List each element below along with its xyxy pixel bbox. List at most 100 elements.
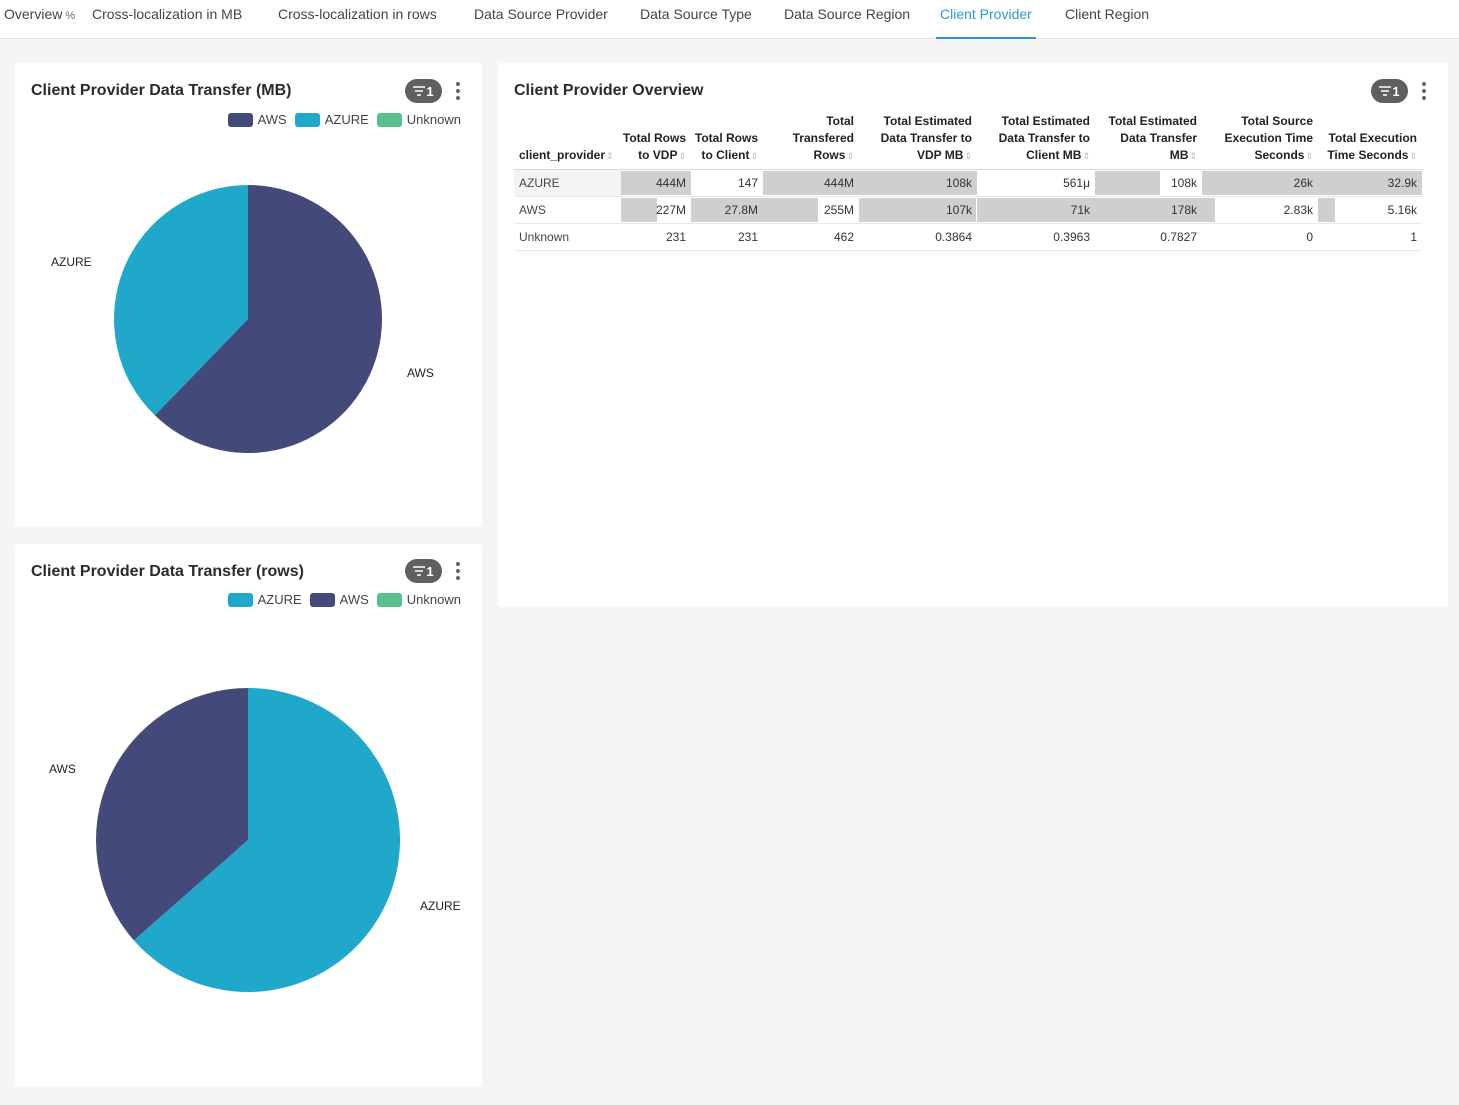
pie-chart-rows bbox=[95, 688, 400, 992]
column-header[interactable]: Total Rows to Client⇕ bbox=[691, 110, 763, 170]
pie-slice-aws[interactable] bbox=[154, 185, 382, 454]
tab-client-region[interactable]: Client Region bbox=[1065, 0, 1149, 39]
table-cell-value: 107k bbox=[945, 202, 972, 217]
tab-label: Client Provider bbox=[940, 6, 1032, 22]
column-header-label: Total Execution Time Seconds bbox=[1327, 130, 1417, 162]
table-cell: 178k bbox=[1095, 196, 1202, 224]
table-cell-value: 0.3963 bbox=[1053, 229, 1090, 244]
table-cell: 0.3963 bbox=[977, 223, 1095, 251]
pie-slice-azure[interactable] bbox=[133, 688, 400, 992]
legend-label: Unknown bbox=[406, 592, 461, 607]
legend-item[interactable]: AZURE bbox=[294, 112, 369, 127]
cell-bar bbox=[1095, 170, 1161, 195]
more-options-icon[interactable] bbox=[1419, 81, 1429, 101]
column-header[interactable]: Total Rows to VDP⇕ bbox=[621, 110, 691, 170]
sort-icon: ⇕ bbox=[750, 150, 758, 161]
table-cell-value: 108k bbox=[945, 175, 972, 190]
column-header[interactable]: client_provider⇕ bbox=[514, 110, 621, 170]
legend-item[interactable]: AZURE bbox=[227, 592, 302, 607]
more-options-icon[interactable] bbox=[453, 561, 463, 581]
table-cell: 0.3864 bbox=[859, 223, 977, 251]
more-options-icon[interactable] bbox=[453, 81, 463, 101]
table-cell: 108k bbox=[1095, 169, 1202, 197]
column-header[interactable]: Total Execution Time Seconds⇕ bbox=[1318, 110, 1422, 170]
filter-badge[interactable]: 1 bbox=[1371, 79, 1408, 103]
filter-badge[interactable]: 1 bbox=[405, 559, 442, 583]
table-cell: 32.9k bbox=[1318, 169, 1422, 197]
slice-label-aws: AWS bbox=[49, 762, 76, 776]
table-cell-value: 2.83k bbox=[1283, 202, 1313, 217]
column-header[interactable]: Total Transfered Rows⇕ bbox=[763, 110, 859, 170]
overview-table: client_provider⇕ Total Rows to VDP⇕ Tota… bbox=[514, 110, 1422, 251]
column-header-label: Total Estimated Data Transfer MB bbox=[1108, 113, 1197, 162]
table-cell: 0 bbox=[1202, 223, 1318, 251]
link-icon: % bbox=[65, 10, 76, 22]
tab-data-source-region[interactable]: Data Source Region bbox=[784, 0, 910, 39]
slice-label-azure: AZURE bbox=[420, 899, 461, 913]
tab-client-provider[interactable]: Client Provider bbox=[936, 0, 1036, 39]
table-row[interactable]: AWS 227M 27.8M 255M 107k 71k 178k 2.83k 5.16k bbox=[514, 196, 1422, 224]
tab-cross-localization-mb[interactable]: Cross-localization in MB bbox=[92, 0, 242, 39]
column-header[interactable]: Total Estimated Data Transfer to VDP MB⇕ bbox=[859, 110, 977, 170]
cell-bar bbox=[1318, 170, 1422, 195]
legend-item[interactable]: Unknown bbox=[376, 112, 461, 127]
card-title: Client Provider Data Transfer (rows) bbox=[31, 563, 304, 580]
pie-slice-aws[interactable] bbox=[95, 688, 249, 941]
table-cell-value: 561μ bbox=[1063, 175, 1090, 190]
table-cell-provider: AZURE bbox=[514, 169, 621, 197]
table-cell-value: 32.9k bbox=[1387, 175, 1417, 190]
filter-icon bbox=[413, 86, 426, 96]
table-cell-value: 231 bbox=[737, 229, 758, 244]
legend-swatch bbox=[294, 112, 320, 127]
filter-icon bbox=[1379, 86, 1392, 96]
column-header[interactable]: Total Estimated Data Transfer to Client … bbox=[977, 110, 1095, 170]
column-header-label: Total Source Execution Time Seconds bbox=[1224, 113, 1313, 162]
filter-badge[interactable]: 1 bbox=[405, 79, 442, 103]
slice-label-aws: AWS bbox=[407, 366, 434, 380]
card-client-provider-overview: Client Provider Overview 1 client_provid… bbox=[498, 63, 1448, 607]
card-title: Client Provider Overview bbox=[514, 82, 704, 99]
column-header[interactable]: Total Source Execution Time Seconds⇕ bbox=[1202, 110, 1318, 170]
legend-item[interactable]: AWS bbox=[309, 592, 369, 607]
legend-swatch bbox=[227, 112, 253, 127]
table-cell-value: 444M bbox=[655, 175, 686, 190]
tab-data-source-provider[interactable]: Data Source Provider bbox=[474, 0, 608, 39]
table-cell-provider: AWS bbox=[514, 196, 621, 224]
cell-bar bbox=[1095, 197, 1202, 222]
table-cell: 27.8M bbox=[691, 196, 763, 224]
legend-label: AWS bbox=[339, 592, 369, 607]
sort-icon: ⇕ bbox=[606, 150, 614, 161]
cell-bar bbox=[763, 170, 859, 195]
cell-bar bbox=[691, 197, 763, 222]
table-cell: 147 bbox=[691, 169, 763, 197]
table-cell: 561μ bbox=[977, 169, 1095, 197]
table-row[interactable]: Unknown 231 231 462 0.3864 0.3963 0.7827 0 1 bbox=[514, 223, 1422, 251]
legend-swatch bbox=[376, 112, 402, 127]
table-cell-value: 108k bbox=[1170, 175, 1197, 190]
table-cell-value: 444M bbox=[823, 175, 854, 190]
sort-icon: ⇕ bbox=[1189, 150, 1197, 161]
table-cell-value: 26k bbox=[1293, 175, 1313, 190]
table-cell-value: 0.3864 bbox=[935, 229, 972, 244]
tab-overview[interactable]: Overview% bbox=[4, 0, 75, 39]
table-cell: 462 bbox=[763, 223, 859, 251]
table-row[interactable]: AZURE 444M 147 444M 108k 561μ 108k 26k 32.9k bbox=[514, 169, 1422, 197]
table-cell: 2.83k bbox=[1202, 196, 1318, 224]
legend-swatch bbox=[309, 592, 335, 607]
legend-label: AZURE bbox=[257, 592, 302, 607]
cell-bar bbox=[859, 170, 977, 195]
tab-label: Data Source Region bbox=[784, 6, 911, 22]
sort-icon: ⇕ bbox=[846, 150, 854, 161]
legend-item[interactable]: AWS bbox=[227, 112, 287, 127]
table-cell-value: 178k bbox=[1170, 202, 1197, 217]
table-cell-value: 0.7827 bbox=[1160, 229, 1197, 244]
tab-data-source-type[interactable]: Data Source Type bbox=[640, 0, 752, 39]
legend-item[interactable]: Unknown bbox=[376, 592, 461, 607]
tab-cross-localization-rows[interactable]: Cross-localization in rows bbox=[278, 0, 437, 39]
column-header[interactable]: Total Estimated Data Transfer MB⇕ bbox=[1095, 110, 1202, 170]
table-cell-provider: Unknown bbox=[514, 223, 621, 251]
table-cell-value: 147 bbox=[737, 175, 758, 190]
pie-slice-azure[interactable] bbox=[114, 185, 249, 416]
sort-icon: ⇕ bbox=[1305, 150, 1313, 161]
cell-bar bbox=[1318, 197, 1335, 222]
